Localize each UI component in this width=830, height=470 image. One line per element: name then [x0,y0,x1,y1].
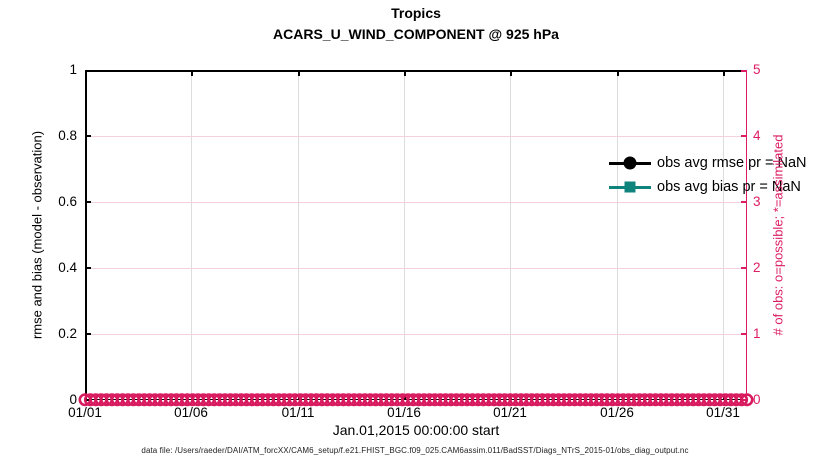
x-tick-label: 01/01 [68,405,102,420]
right-tick-label: 3 [753,194,761,209]
x-tick-label: 01/16 [387,405,421,420]
possible-obs-marker-band [78,393,754,407]
left-tick-label: 1 [69,62,77,77]
x-tick-label: 01/31 [706,405,740,420]
y-tick-left [85,399,91,401]
right-tick-label: 5 [753,62,761,77]
right-tick-label: 0 [753,392,761,407]
right-y-axis-label: # of obs: o=possible; *=assimilated [770,134,786,336]
chart-title: Tropics [391,5,441,21]
y-tick-right [741,399,747,401]
left-tick-label: 0.6 [58,194,77,209]
y-tick-left [85,267,91,269]
x-tick-label: 01/26 [600,405,634,420]
plot-area: obs avg rmse pr = NaN obs avg bias pr = … [85,70,807,401]
gridline-vertical [191,70,192,400]
x-axis-label: Jan.01,2015 00:00:00 start [332,422,500,438]
y-tick-right [741,201,747,203]
legend-item-bias: obs avg bias pr = NaN [609,175,807,199]
legend-item-rmse: obs avg rmse pr = NaN [609,151,807,175]
right-tick-label: 4 [753,128,761,143]
y-tick-right [741,135,747,137]
y-tick-left [85,201,91,203]
gridline-horizontal [85,136,747,137]
bias-line-sample [609,181,651,193]
top-spine [85,70,747,72]
gridline-vertical [723,70,724,400]
y-tick-right [741,70,747,72]
x-tick-label: 01/11 [281,405,315,420]
chart-subtitle: ACARS_U_WIND_COMPONENT @ 925 hPa [273,26,559,42]
gridline-vertical [404,70,405,400]
gridline-vertical [510,70,511,400]
y-tick-right [741,333,747,335]
right-tick-label: 2 [753,260,761,275]
x-tick-top [404,70,406,76]
x-tick-top [723,70,725,76]
gridline-vertical [298,70,299,400]
bias-square-marker-icon [624,181,636,193]
data-file-caption: data file: /Users/raeder/DAI/ATM_forcXX/… [141,446,689,455]
bottom-spine [85,398,747,400]
gridline-horizontal [85,334,747,335]
left-tick-label: 0.8 [58,128,77,143]
y-tick-right [741,267,747,269]
possible-obs-circle-marker [740,393,754,407]
y-tick-left [85,70,91,72]
legend: obs avg rmse pr = NaN obs avg bias pr = … [609,151,807,199]
x-tick-label: 01/06 [174,405,208,420]
y-tick-left [85,333,91,335]
left-tick-label: 0.4 [58,260,77,275]
gridline-vertical [617,70,618,400]
rmse-line-sample [609,156,651,170]
x-tick-label: 01/21 [493,405,527,420]
x-tick-top [510,70,512,76]
x-tick-top [298,70,300,76]
x-tick-top [85,70,87,76]
left-y-axis-label: rmse and bias (model - observation) [29,130,45,340]
left-spine [85,70,87,400]
y-tick-left [85,135,91,137]
rmse-circle-marker-icon [623,156,637,170]
right-spine [745,70,747,400]
left-tick-label: 0 [69,392,77,407]
legend-label-bias: obs avg bias pr = NaN [657,179,801,195]
x-tick-top [617,70,619,76]
gridline-horizontal [85,202,747,203]
right-tick-label: 1 [753,326,761,341]
left-tick-label: 0.2 [58,326,77,341]
possible-obs-circle-marker [735,393,749,407]
legend-label-rmse: obs avg rmse pr = NaN [657,155,807,171]
x-tick-top [191,70,193,76]
gridline-horizontal [85,268,747,269]
